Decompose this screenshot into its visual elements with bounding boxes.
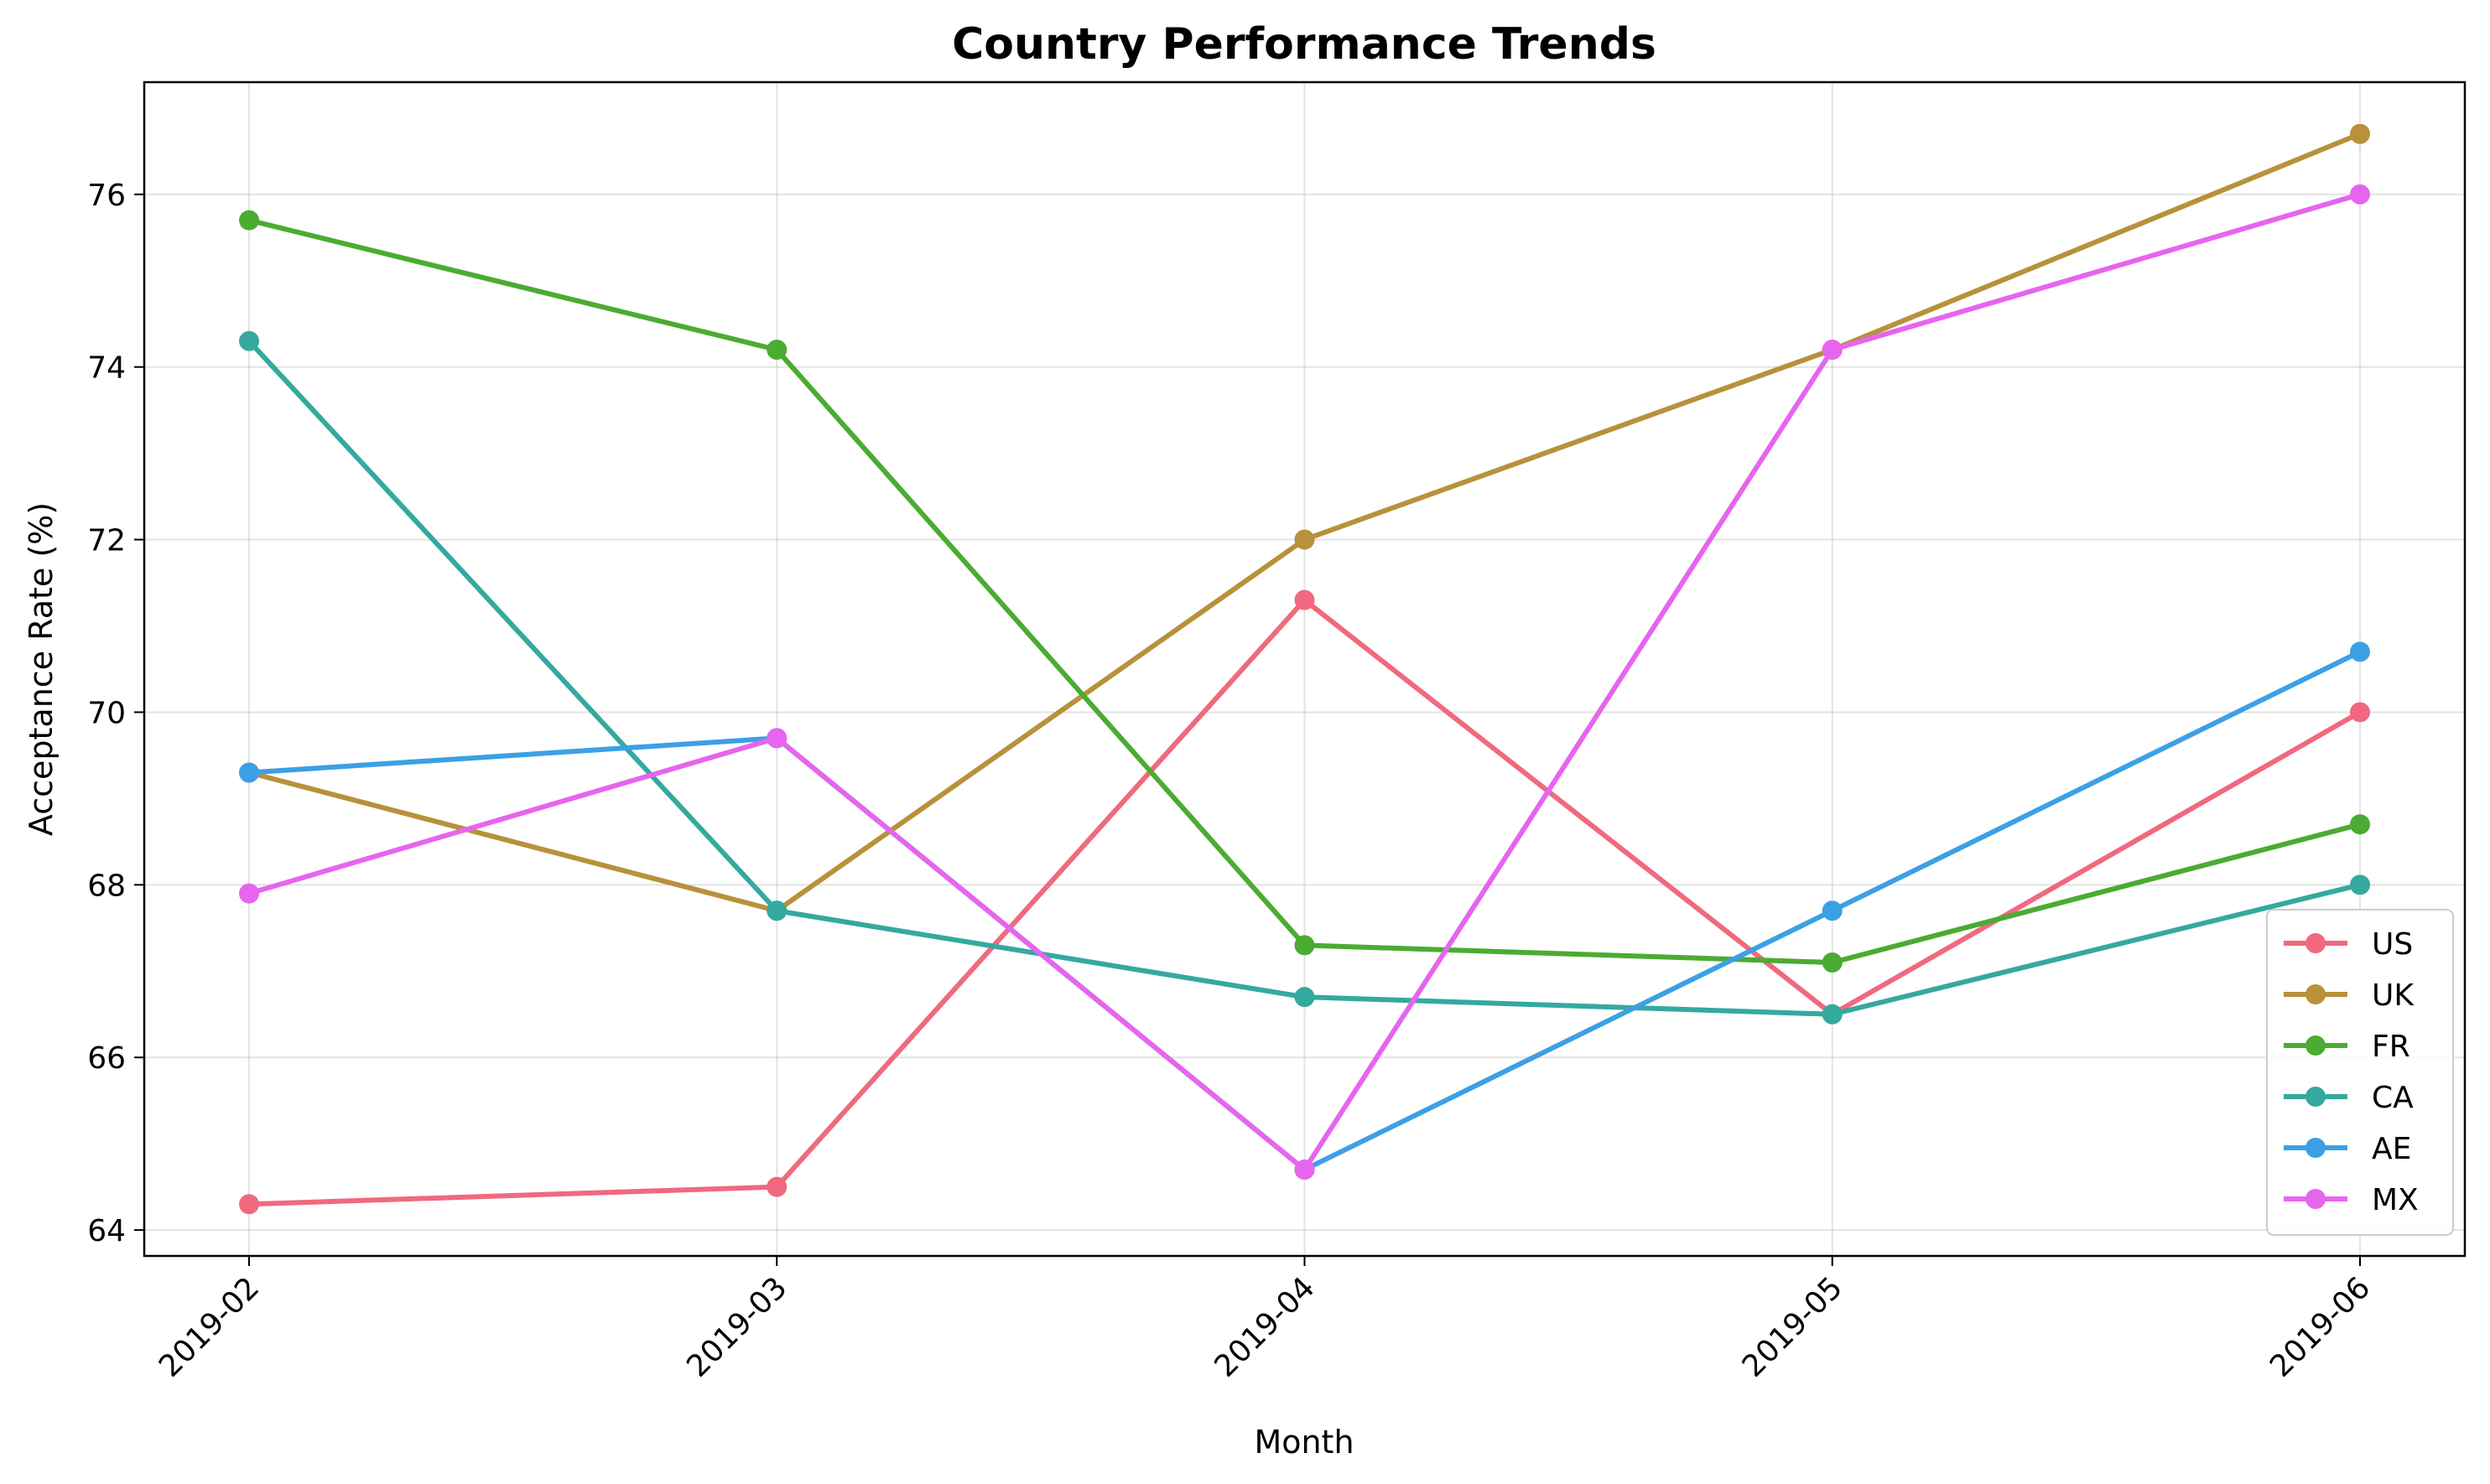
legend-swatch-marker (2305, 1138, 2326, 1158)
legend-item-ca: CA (2284, 1081, 2414, 1115)
data-point-fr (1822, 952, 1843, 973)
data-point-ca (1294, 987, 1315, 1008)
data-point-ae (1822, 900, 1843, 921)
data-point-us (1294, 589, 1315, 610)
x-tick-label: 2019-04 (1209, 1270, 1322, 1383)
y-tick-label: 76 (87, 179, 126, 213)
data-point-ca (239, 330, 259, 351)
legend-label: US (2372, 927, 2413, 962)
x-tick-label: 2019-05 (1736, 1270, 1849, 1383)
data-point-ae (2350, 641, 2370, 662)
y-axis-ticks: 64 66 68 70 72 74 76 (87, 179, 144, 1248)
data-point-us (767, 1176, 788, 1197)
data-point-fr (239, 210, 259, 231)
y-axis-label: Acceptance Rate (%) (23, 502, 60, 836)
grid-lines (144, 82, 2465, 1256)
y-tick-label: 70 (87, 696, 126, 730)
data-point-ca (2350, 874, 2370, 895)
legend-label: CA (2372, 1081, 2414, 1115)
legend-label: UK (2372, 978, 2415, 1013)
series-mx (239, 184, 2370, 1180)
data-point-mx (1822, 340, 1843, 361)
data-point-mx (2350, 184, 2370, 205)
data-point-fr (1294, 935, 1315, 956)
data-point-ae (239, 762, 259, 783)
x-tick-label: 2019-03 (680, 1270, 793, 1383)
legend: US UK FR CA AE MX (2266, 909, 2454, 1236)
legend-item-uk: UK (2284, 978, 2415, 1013)
y-tick-label: 74 (87, 351, 126, 386)
legend-item-mx: MX (2284, 1183, 2419, 1217)
data-point-fr (767, 340, 788, 361)
x-axis-label: Month (1254, 1424, 1354, 1461)
series-fr (239, 210, 2370, 973)
y-tick-label: 66 (87, 1041, 126, 1076)
data-point-us (2350, 702, 2370, 723)
data-point-mx (767, 728, 788, 749)
series-layer (239, 123, 2370, 1215)
legend-swatch-marker (2305, 1035, 2326, 1056)
legend-swatch-marker (2305, 984, 2326, 1004)
legend-label: FR (2372, 1030, 2410, 1064)
legend-item-ae: AE (2284, 1132, 2411, 1166)
data-point-ca (1822, 1004, 1843, 1025)
data-point-ca (767, 900, 788, 921)
legend-label: MX (2372, 1183, 2419, 1217)
x-axis-ticks: 2019-02 2019-03 2019-04 2019-05 2019-06 (153, 1256, 2377, 1384)
legend-box (2266, 909, 2454, 1236)
data-point-uk (1294, 529, 1315, 550)
legend-swatch-marker (2305, 933, 2326, 953)
y-tick-label: 64 (87, 1214, 126, 1248)
legend-item-fr: FR (2284, 1030, 2410, 1064)
x-tick-label: 2019-06 (2264, 1270, 2377, 1383)
legend-swatch-marker (2305, 1087, 2326, 1107)
y-tick-label: 72 (87, 524, 126, 558)
legend-swatch-marker (2305, 1189, 2326, 1209)
data-point-uk (2350, 123, 2370, 144)
data-point-us (239, 1194, 259, 1215)
legend-label: AE (2372, 1132, 2411, 1166)
legend-item-us: US (2284, 927, 2413, 962)
series-ca (239, 330, 2370, 1025)
data-point-mx (1294, 1160, 1315, 1180)
chart-title: Country Performance Trends (952, 19, 1656, 70)
x-tick-label: 2019-02 (153, 1270, 266, 1383)
y-tick-label: 68 (87, 869, 126, 903)
data-point-mx (239, 883, 259, 904)
data-point-fr (2350, 814, 2370, 835)
